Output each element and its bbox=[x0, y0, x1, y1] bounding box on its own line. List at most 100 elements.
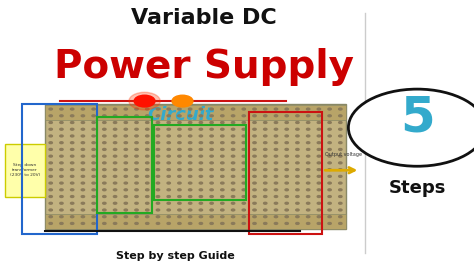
Circle shape bbox=[264, 202, 267, 204]
Circle shape bbox=[199, 155, 202, 157]
Circle shape bbox=[146, 209, 149, 211]
Circle shape bbox=[274, 128, 278, 130]
Circle shape bbox=[317, 108, 320, 110]
Circle shape bbox=[242, 142, 246, 144]
Circle shape bbox=[49, 122, 52, 123]
Circle shape bbox=[81, 175, 84, 177]
Circle shape bbox=[242, 108, 246, 110]
Circle shape bbox=[307, 175, 310, 177]
Circle shape bbox=[210, 162, 213, 164]
Circle shape bbox=[317, 142, 320, 144]
Circle shape bbox=[156, 202, 160, 204]
Circle shape bbox=[328, 162, 331, 164]
Circle shape bbox=[253, 148, 256, 150]
Circle shape bbox=[231, 196, 235, 197]
Circle shape bbox=[274, 135, 278, 137]
Circle shape bbox=[264, 148, 267, 150]
Circle shape bbox=[71, 155, 74, 157]
Circle shape bbox=[221, 135, 224, 137]
Circle shape bbox=[156, 169, 160, 171]
Circle shape bbox=[156, 108, 160, 110]
Circle shape bbox=[81, 148, 84, 150]
Circle shape bbox=[253, 222, 256, 225]
Circle shape bbox=[146, 128, 149, 130]
Circle shape bbox=[253, 142, 256, 144]
Circle shape bbox=[146, 142, 149, 144]
Circle shape bbox=[146, 196, 149, 197]
Circle shape bbox=[49, 209, 52, 211]
Circle shape bbox=[49, 169, 52, 171]
Circle shape bbox=[307, 222, 310, 225]
Circle shape bbox=[253, 135, 256, 137]
Circle shape bbox=[274, 175, 278, 177]
Circle shape bbox=[253, 216, 256, 218]
Circle shape bbox=[328, 189, 331, 191]
Circle shape bbox=[317, 115, 320, 117]
Circle shape bbox=[253, 162, 256, 164]
Circle shape bbox=[49, 108, 52, 110]
Circle shape bbox=[71, 148, 74, 150]
Circle shape bbox=[317, 189, 320, 191]
Circle shape bbox=[113, 142, 117, 144]
Circle shape bbox=[189, 175, 192, 177]
Circle shape bbox=[134, 95, 155, 107]
Circle shape bbox=[253, 182, 256, 184]
Circle shape bbox=[156, 175, 160, 177]
Circle shape bbox=[264, 189, 267, 191]
Circle shape bbox=[317, 196, 320, 197]
Circle shape bbox=[328, 155, 331, 157]
Circle shape bbox=[92, 122, 95, 123]
Circle shape bbox=[221, 155, 224, 157]
Circle shape bbox=[60, 202, 63, 204]
Text: Power Supply: Power Supply bbox=[54, 48, 354, 86]
Circle shape bbox=[307, 162, 310, 164]
Circle shape bbox=[285, 222, 288, 225]
Circle shape bbox=[210, 108, 213, 110]
Circle shape bbox=[81, 196, 84, 197]
Circle shape bbox=[242, 128, 246, 130]
Circle shape bbox=[242, 182, 246, 184]
Circle shape bbox=[81, 122, 84, 123]
Circle shape bbox=[231, 175, 235, 177]
Circle shape bbox=[178, 135, 181, 137]
Circle shape bbox=[167, 115, 170, 117]
Circle shape bbox=[49, 196, 52, 197]
Circle shape bbox=[338, 196, 342, 197]
Circle shape bbox=[317, 128, 320, 130]
Circle shape bbox=[231, 148, 235, 150]
Circle shape bbox=[172, 95, 193, 107]
Circle shape bbox=[189, 202, 192, 204]
Circle shape bbox=[296, 162, 299, 164]
Circle shape bbox=[49, 128, 52, 130]
Circle shape bbox=[124, 108, 128, 110]
Circle shape bbox=[317, 135, 320, 137]
Circle shape bbox=[328, 209, 331, 211]
Circle shape bbox=[221, 202, 224, 204]
Circle shape bbox=[167, 122, 170, 123]
Circle shape bbox=[264, 196, 267, 197]
Circle shape bbox=[92, 175, 95, 177]
Circle shape bbox=[307, 189, 310, 191]
Circle shape bbox=[135, 108, 138, 110]
Circle shape bbox=[156, 128, 160, 130]
Circle shape bbox=[113, 169, 117, 171]
Circle shape bbox=[167, 189, 170, 191]
Circle shape bbox=[92, 222, 95, 225]
Circle shape bbox=[210, 196, 213, 197]
Circle shape bbox=[264, 222, 267, 225]
Circle shape bbox=[156, 155, 160, 157]
Circle shape bbox=[60, 222, 63, 225]
Circle shape bbox=[146, 162, 149, 164]
Circle shape bbox=[71, 222, 74, 225]
Circle shape bbox=[328, 115, 331, 117]
Circle shape bbox=[103, 209, 106, 211]
Circle shape bbox=[135, 148, 138, 150]
Bar bbox=[5, 144, 45, 197]
Circle shape bbox=[231, 202, 235, 204]
Circle shape bbox=[71, 189, 74, 191]
Circle shape bbox=[71, 142, 74, 144]
Circle shape bbox=[81, 209, 84, 211]
Circle shape bbox=[113, 202, 117, 204]
Circle shape bbox=[338, 148, 342, 150]
Circle shape bbox=[285, 128, 288, 130]
